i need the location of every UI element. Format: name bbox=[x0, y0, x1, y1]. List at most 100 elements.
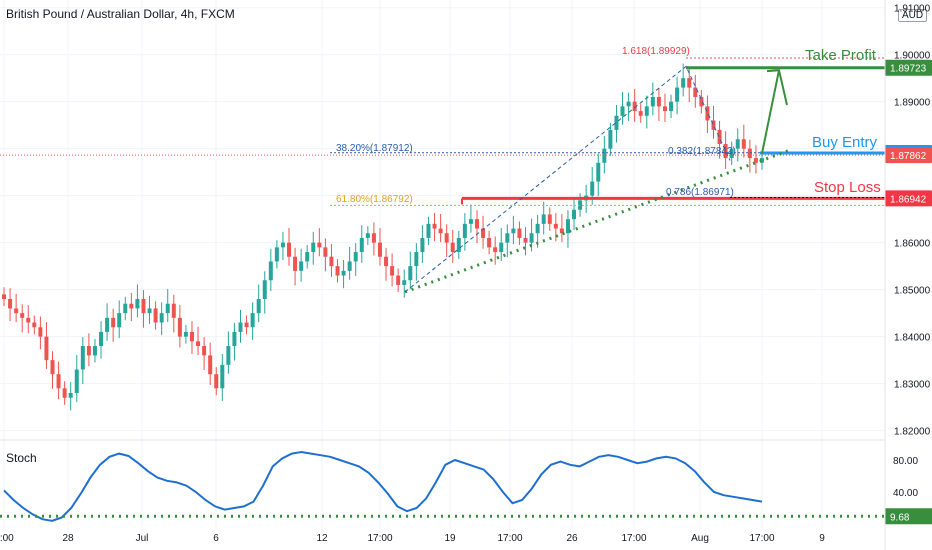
candle-body bbox=[20, 313, 25, 318]
candle-body bbox=[693, 87, 698, 97]
main-gridlines bbox=[0, 0, 885, 530]
candle-body bbox=[450, 242, 455, 253]
candle-body bbox=[541, 214, 546, 224]
x-tick-label: 19 bbox=[444, 533, 456, 544]
candle-body bbox=[669, 101, 674, 112]
buy-entry-label: Buy Entry bbox=[812, 134, 878, 151]
candle-body bbox=[590, 181, 595, 196]
projection-arrow-head bbox=[766, 69, 788, 106]
candle-body bbox=[456, 237, 461, 253]
candle-body bbox=[86, 346, 91, 356]
stoch-title: Stoch bbox=[6, 451, 37, 465]
candle-body bbox=[250, 313, 255, 328]
candle-body bbox=[371, 233, 376, 243]
candle-body bbox=[505, 233, 510, 243]
candle-body bbox=[220, 364, 225, 389]
stop-loss-label: Stop Loss bbox=[814, 179, 881, 196]
candle-body bbox=[80, 346, 85, 370]
currency-badge[interactable]: AUD bbox=[898, 9, 928, 22]
candle-body bbox=[559, 228, 564, 234]
stoch-y-tick-label: 40.00 bbox=[893, 488, 918, 499]
x-tick-label: 17:00 bbox=[497, 533, 522, 544]
candle-body bbox=[202, 346, 207, 356]
x-tick-label: Jul bbox=[136, 533, 149, 544]
candle-body bbox=[432, 223, 437, 229]
y-tick-label: 1.85000 bbox=[894, 286, 931, 297]
candle-body bbox=[26, 317, 31, 323]
candle-body bbox=[396, 275, 401, 285]
candle-body bbox=[384, 256, 389, 267]
candle-body bbox=[626, 101, 631, 107]
candle-body bbox=[638, 111, 643, 116]
candle-body bbox=[244, 322, 249, 328]
y-tick-label: 1.82000 bbox=[894, 427, 931, 438]
candle-body bbox=[62, 388, 67, 398]
candle-body bbox=[165, 303, 170, 314]
x-tick-label: 17:00 bbox=[367, 533, 392, 544]
candlestick-series bbox=[2, 63, 764, 411]
price-badge-label: 1.87862 bbox=[890, 151, 927, 162]
candle-body bbox=[293, 256, 298, 271]
price-badge-label: 1.89723 bbox=[890, 64, 927, 75]
candle-body bbox=[723, 143, 728, 159]
candle-body bbox=[402, 280, 407, 285]
candle-body bbox=[614, 115, 619, 130]
price-badge bbox=[885, 190, 932, 207]
candle-body bbox=[32, 322, 37, 328]
candle-body bbox=[656, 96, 661, 107]
y-tick-label: 1.83000 bbox=[894, 380, 931, 391]
candle-body bbox=[232, 331, 237, 347]
candle-body bbox=[462, 223, 467, 238]
candle-body bbox=[111, 317, 116, 328]
candle-body bbox=[305, 252, 310, 262]
price-levels bbox=[0, 57, 885, 294]
take-profit-label: Take Profit bbox=[805, 47, 877, 64]
candle-body bbox=[681, 78, 686, 88]
candle-body bbox=[705, 106, 710, 121]
candle-body bbox=[141, 299, 146, 314]
stoch-badge-label: 9.68 bbox=[890, 512, 910, 523]
time-axis-ticks: 7:00 28 Jul 6 12 17:00 19 17:00 26 17:00 Aug 17:00 9 bbox=[0, 533, 825, 544]
candle-body bbox=[620, 106, 625, 116]
candle-body bbox=[44, 336, 49, 361]
candle-body bbox=[8, 299, 13, 309]
candle-body bbox=[323, 247, 328, 257]
candle-body bbox=[468, 219, 473, 224]
price-badge bbox=[885, 59, 932, 76]
candle-body bbox=[196, 341, 201, 347]
candle-body bbox=[68, 393, 73, 398]
candle-body bbox=[438, 228, 443, 234]
stoch-line bbox=[3, 450, 763, 522]
candle-body bbox=[129, 303, 134, 309]
candle-body bbox=[474, 219, 479, 229]
y-tick-label: 1.86000 bbox=[894, 239, 931, 250]
candle-body bbox=[481, 228, 486, 238]
fib-1618-label: 1.618(1.89929) bbox=[622, 46, 690, 57]
candle-body bbox=[644, 106, 649, 116]
stoch-badge bbox=[885, 508, 932, 525]
y-tick-label: 1.90000 bbox=[894, 51, 931, 62]
candle-body bbox=[189, 331, 194, 342]
candle-body bbox=[183, 331, 188, 337]
candle-body bbox=[2, 294, 6, 300]
candle-body bbox=[499, 242, 504, 253]
candle-body bbox=[735, 139, 740, 149]
x-tick-label: 17:00 bbox=[749, 533, 774, 544]
candle-body bbox=[711, 120, 716, 130]
candle-body bbox=[105, 317, 110, 332]
candle-body bbox=[650, 96, 655, 107]
y-tick-label: 1.84000 bbox=[894, 333, 931, 344]
candle-body bbox=[493, 247, 498, 253]
candle-body bbox=[377, 242, 382, 257]
projection-arrow-shaft bbox=[761, 69, 780, 154]
candle-body bbox=[92, 346, 97, 356]
fib-382-left-label: 38.20%(1.87912) bbox=[336, 143, 413, 154]
x-tick-label: 17:00 bbox=[621, 533, 646, 544]
x-tick-label: 28 bbox=[62, 533, 74, 544]
candle-body bbox=[426, 223, 431, 238]
candle-body bbox=[287, 242, 292, 257]
candle-body bbox=[741, 139, 746, 149]
candle-body bbox=[529, 233, 534, 243]
